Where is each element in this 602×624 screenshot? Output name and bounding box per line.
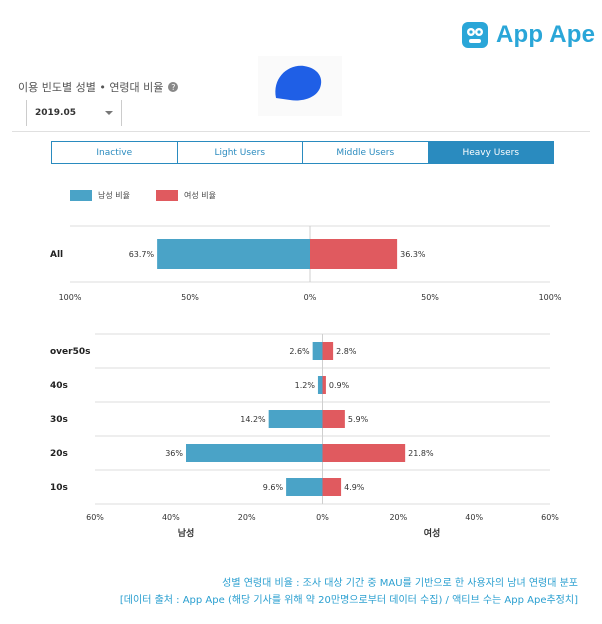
- tab-light-users[interactable]: Light Users: [178, 142, 303, 163]
- bar-female: [310, 239, 398, 269]
- data-label-male: 9.6%: [263, 483, 284, 492]
- data-label-male: 1.2%: [295, 381, 316, 390]
- x-tick-label: 50%: [181, 293, 199, 302]
- x-tick-label: 20%: [389, 513, 407, 522]
- tab-middle-users[interactable]: Middle Users: [303, 142, 429, 163]
- bar-male: [268, 410, 323, 428]
- x-axis-label-female: 여성: [424, 527, 441, 539]
- chart-legend: 남성 비율 여성 비율: [70, 190, 216, 201]
- question-circle-icon[interactable]: ?: [168, 82, 179, 92]
- age-gender-chart: 2.6% 2.8% over50s 1.2% 0.9% 40s 14.2% 5.9% 30s 36…: [50, 333, 559, 539]
- data-label-female: 0.9%: [329, 381, 350, 390]
- tab-inactive[interactable]: Inactive: [52, 142, 178, 163]
- header-divider: [12, 131, 590, 132]
- category-label: 20s: [50, 449, 68, 459]
- bar-male: [157, 239, 310, 269]
- legend-male: 남성 비율: [70, 190, 130, 201]
- app-ape-logo: App Ape: [460, 20, 595, 50]
- period-dropdown[interactable]: 2019.05: [26, 100, 122, 126]
- data-label-female: 2.8%: [336, 347, 357, 356]
- all-gender-chart: 63.7% 36.3% All 100% 50% 0% 50% 100%: [50, 225, 562, 302]
- data-label-female: 4.9%: [344, 483, 365, 492]
- bar-male: [312, 342, 323, 360]
- legend-female: 여성 비율: [155, 190, 216, 201]
- category-label: 40s: [50, 381, 68, 391]
- category-label: 30s: [50, 415, 68, 425]
- x-tick-label: 0%: [316, 513, 329, 522]
- data-label-female: 5.9%: [348, 415, 369, 424]
- bar-female: [322, 376, 326, 394]
- section-title-text: 이용 빈도별 성별 • 연령대 비율: [18, 81, 164, 94]
- brand-name: App Ape: [496, 21, 596, 48]
- x-tick-label: 100%: [59, 293, 82, 302]
- legend-male-label: 남성 비율: [98, 191, 130, 200]
- chevron-down-icon: [105, 111, 113, 115]
- bar-female: [322, 342, 334, 360]
- tab-heavy-users[interactable]: Heavy Users: [428, 142, 553, 163]
- x-tick-label: 0%: [304, 293, 317, 302]
- x-tick-label: 60%: [541, 513, 559, 522]
- period-dropdown-value: 2019.05: [35, 108, 76, 118]
- legend-female-swatch: [155, 190, 178, 201]
- category-label: 10s: [50, 483, 68, 493]
- x-tick-label: 40%: [465, 513, 483, 522]
- caption-line-1: 성별 연령대 비율 : 조사 대상 기간 중 MAU를 기반으로 한 사용자의 …: [222, 578, 578, 589]
- blue-bubble-shape: [275, 65, 322, 101]
- bar-female: [322, 478, 342, 496]
- app-ape-monkey-icon: [462, 22, 488, 48]
- bar-male: [317, 376, 323, 394]
- legend-female-label: 여성 비율: [183, 191, 216, 200]
- bar-female: [322, 410, 345, 428]
- bar-male: [186, 444, 323, 462]
- x-tick-label: 40%: [162, 513, 180, 522]
- data-label-male: 36%: [165, 449, 183, 458]
- section-title: 이용 빈도별 성별 • 연령대 비율 ?: [18, 79, 179, 95]
- legend-male-swatch: [70, 190, 92, 201]
- x-tick-label: 100%: [539, 293, 562, 302]
- caption-line-2: [데이터 출처 : App Ape (해당 기사를 위해 약 20만명으로부터 …: [119, 595, 578, 606]
- user-segment-tabs: Inactive Light Users Middle Users Heavy …: [51, 141, 554, 164]
- bar-male: [286, 478, 323, 496]
- x-tick-label: 60%: [86, 513, 104, 522]
- category-label: All: [50, 250, 63, 260]
- data-label-male: 14.2%: [240, 415, 266, 424]
- data-label-male: 2.6%: [289, 347, 310, 356]
- bar-female: [322, 444, 406, 462]
- x-tick-label: 20%: [238, 513, 256, 522]
- category-label: over50s: [50, 347, 90, 357]
- data-label-female: 21.8%: [408, 449, 434, 458]
- data-label-female: 36.3%: [400, 250, 426, 259]
- x-tick-label: 50%: [421, 293, 439, 302]
- blue-bubble-image: [258, 56, 342, 116]
- x-axis-label-male: 남성: [178, 527, 195, 539]
- data-label-male: 63.7%: [129, 250, 155, 259]
